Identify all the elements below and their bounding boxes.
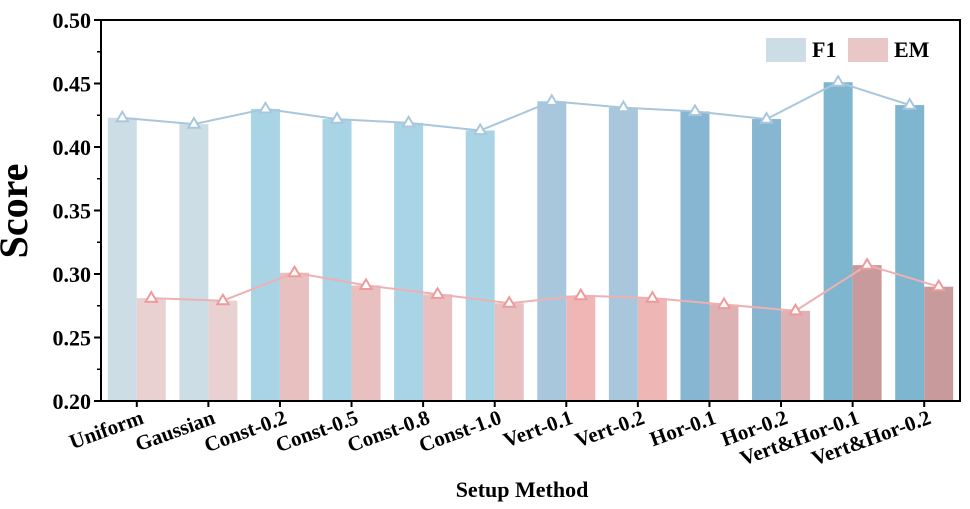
legend-em-label: EM: [894, 37, 930, 62]
bar-f1: [823, 82, 853, 401]
bar-em: [924, 286, 954, 401]
y-tick-label: 0.25: [53, 326, 92, 351]
x-axis: UniformGaussianConst-0.2Const-0.5Const-0…: [66, 401, 934, 470]
bar-em: [494, 303, 524, 401]
em-marker: [501, 295, 517, 308]
bar-f1: [608, 107, 638, 401]
bar-em: [423, 294, 453, 401]
em-marker: [215, 292, 231, 306]
x-tick-label: Vert-0.1: [500, 405, 576, 452]
bar-em: [351, 285, 381, 401]
em-marker: [430, 286, 446, 299]
em-marker: [573, 287, 589, 301]
em-marker: [788, 302, 803, 316]
y-tick-label: 0.20: [53, 389, 92, 414]
f1-marker: [615, 99, 631, 113]
bar-f1: [752, 119, 782, 401]
y-tick-label: 0.50: [53, 8, 92, 33]
f1-marker: [258, 100, 273, 114]
f1-marker: [759, 111, 774, 124]
bar-f1: [680, 111, 710, 401]
legend-f1-swatch: [766, 38, 806, 62]
em-marker: [143, 290, 159, 303]
em-marker: [859, 257, 875, 270]
f1-marker: [544, 93, 560, 106]
bar-em: [136, 298, 166, 401]
f1-marker: [329, 111, 345, 124]
f1-marker: [401, 114, 417, 128]
em-marker: [358, 277, 374, 290]
bar-f1: [107, 117, 137, 401]
legend-f1-label: F1: [812, 37, 836, 62]
y-axis: 0.20 0.25 0.30 0.35 0.40 0.45 0.50: [53, 8, 101, 414]
f1-marker: [687, 103, 703, 116]
y-tick-label: 0.30: [53, 262, 92, 287]
x-tick-label: Const-0.8: [344, 405, 433, 457]
f1-marker: [830, 74, 846, 87]
legend: F1 EM: [766, 37, 930, 62]
bar-f1: [250, 108, 280, 402]
bar-em: [852, 265, 882, 401]
bar-f1: [537, 101, 567, 401]
bar-em: [566, 295, 596, 401]
bar-f1: [895, 105, 925, 401]
bar-f1: [465, 130, 495, 402]
em-marker: [931, 278, 947, 292]
x-tick-label: Hor-0.1: [647, 405, 720, 451]
legend-em-swatch: [848, 38, 888, 62]
y-axis-title: Score: [0, 164, 36, 259]
x-tick-label: Const-0.5: [272, 405, 361, 457]
bar-em: [279, 272, 309, 401]
bar-em: [208, 300, 238, 401]
f1-marker: [114, 109, 130, 123]
f1-line: [122, 81, 911, 132]
bar-em: [781, 310, 811, 401]
f1-marker: [902, 97, 918, 110]
lines-layer: [114, 74, 947, 316]
bars-layer: [107, 82, 954, 402]
bar-f1: [179, 124, 209, 401]
f1-marker: [186, 116, 202, 129]
x-axis-title: Setup Method: [456, 477, 589, 502]
f1-marker: [472, 122, 488, 136]
em-line: [151, 264, 939, 312]
em-marker: [644, 290, 660, 303]
y-tick-label: 0.45: [53, 72, 92, 97]
bar-f1: [322, 119, 352, 401]
em-marker: [716, 296, 732, 310]
bar-f1: [394, 122, 424, 402]
em-marker: [287, 264, 302, 278]
x-tick-label: Vert-0.2: [572, 405, 648, 452]
bar-em: [637, 298, 667, 401]
x-tick-label: Const-1.0: [416, 405, 505, 457]
bar-em: [709, 304, 739, 401]
x-tick-label: Const-0.2: [201, 405, 290, 457]
y-tick-label: 0.35: [53, 199, 92, 224]
y-tick-label: 0.40: [53, 135, 92, 160]
